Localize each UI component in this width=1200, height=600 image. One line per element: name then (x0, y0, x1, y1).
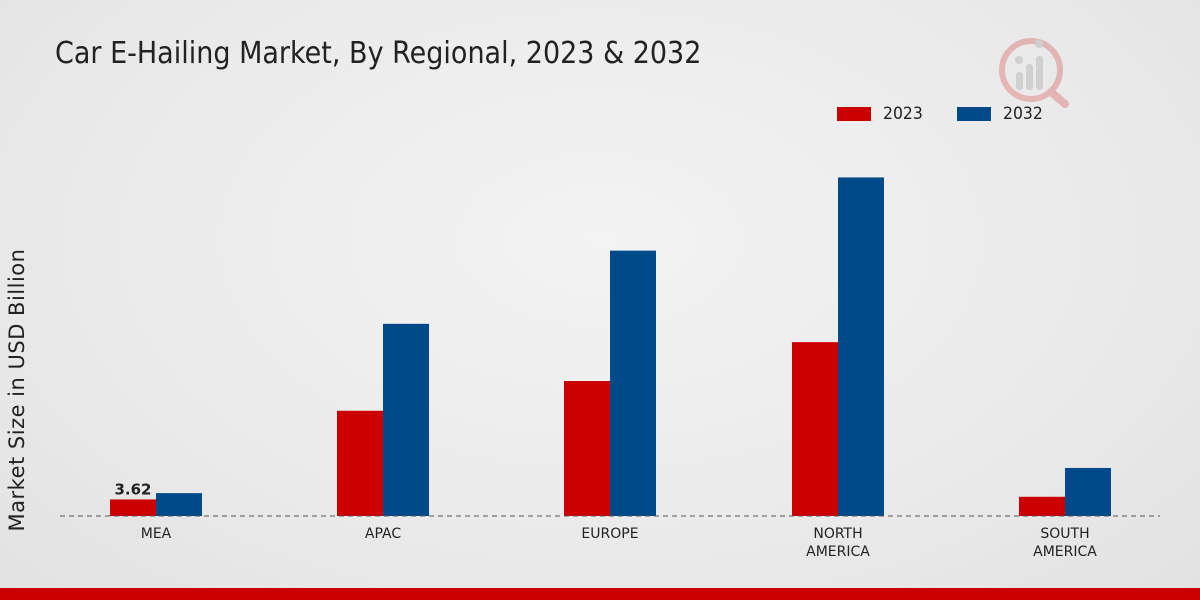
x-tick-label-1: APAC (365, 526, 401, 542)
bar-2032-4 (1065, 467, 1111, 516)
bar-2032-2 (610, 250, 656, 516)
legend-swatch-2023 (837, 107, 871, 121)
analytics-logo-icon (999, 38, 1069, 108)
bar-2023-4 (1019, 496, 1065, 516)
x-tick-label-3: NORTH AMERICA (806, 526, 870, 560)
chart-title: Car E-Hailing Market, By Regional, 2023 … (55, 36, 702, 71)
legend-item-2023: 2023 (837, 104, 926, 124)
x-tick-label-0: MEA (141, 526, 172, 542)
bar-2023-1 (337, 410, 383, 516)
bar-2023-0 (110, 499, 156, 516)
data-label-0: 3.62 (114, 480, 151, 498)
legend-label-2023: 2023 (883, 104, 923, 124)
legend-swatch-2032 (957, 107, 991, 121)
bar-2032-0 (156, 493, 202, 516)
bar-2032-3 (838, 177, 884, 516)
bar-2032-1 (383, 323, 429, 516)
footer-accent-bar (0, 588, 1200, 600)
legend-item-2032: 2032 (957, 104, 1046, 124)
bar-2023-2 (564, 381, 610, 516)
legend-label-2032: 2032 (1003, 104, 1043, 124)
x-tick-label-2: EUROPE (581, 526, 638, 542)
bar-2023-3 (792, 342, 838, 516)
x-tick-label-4: SOUTH AMERICA (1033, 526, 1097, 560)
